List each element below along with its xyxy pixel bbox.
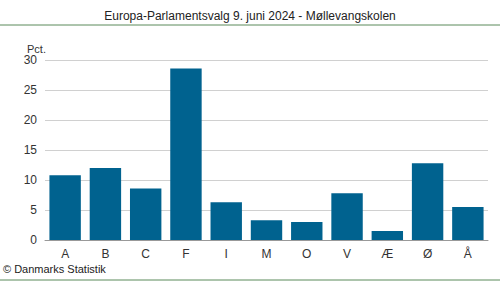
svg-text:15: 15 [24,143,38,157]
svg-text:5: 5 [30,203,37,217]
svg-text:C: C [141,247,150,261]
svg-text:A: A [61,247,69,261]
svg-text:30: 30 [24,53,38,67]
svg-text:Ø: Ø [423,247,432,261]
svg-text:25: 25 [24,83,38,97]
svg-text:M: M [262,247,272,261]
svg-text:V: V [343,247,351,261]
svg-text:Europa-Parlamentsvalg 9. juni: Europa-Parlamentsvalg 9. juni 2024 - Møl… [104,9,396,23]
svg-text:I: I [225,247,228,261]
svg-text:0: 0 [30,233,37,247]
svg-text:10: 10 [24,173,38,187]
svg-text:B: B [101,247,109,261]
svg-text:Æ: Æ [381,247,393,261]
svg-text:© Danmarks Statistik: © Danmarks Statistik [3,263,106,275]
svg-text:O: O [302,247,311,261]
svg-text:20: 20 [24,113,38,127]
svg-text:F: F [182,247,189,261]
svg-text:Å: Å [464,246,472,261]
svg-text:Pct.: Pct. [27,42,46,55]
